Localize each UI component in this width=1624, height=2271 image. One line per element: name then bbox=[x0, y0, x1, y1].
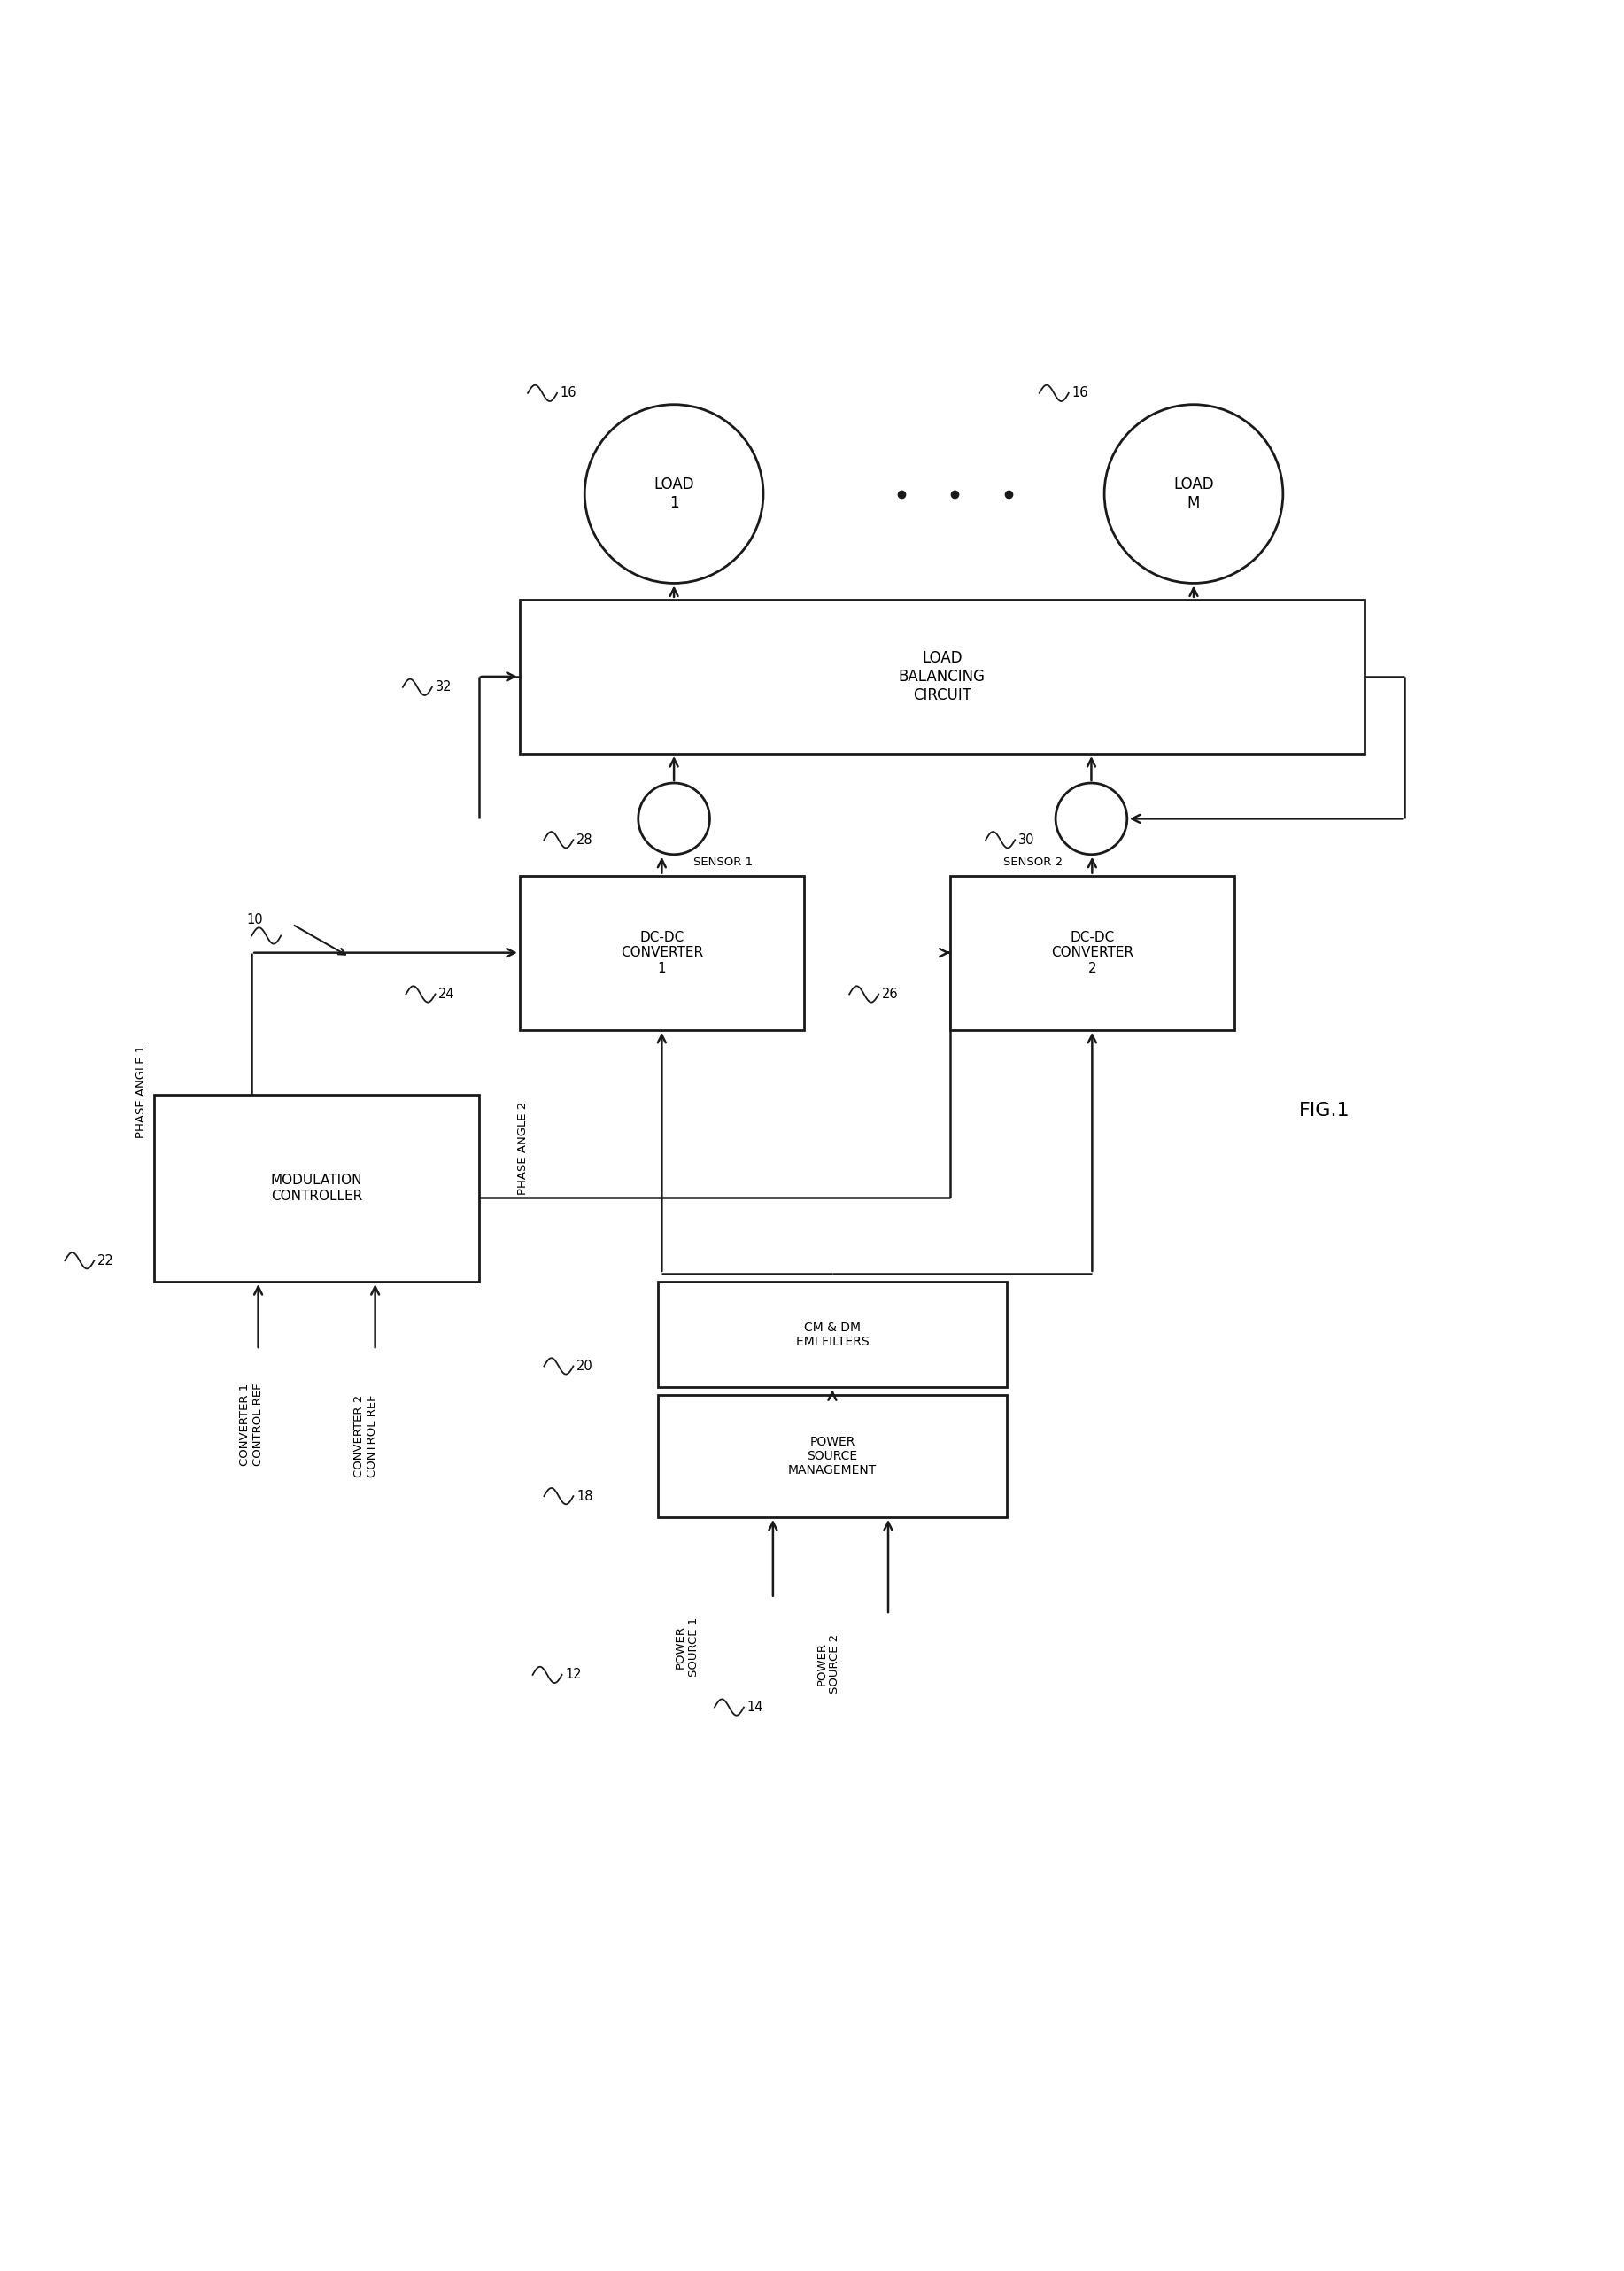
FancyBboxPatch shape bbox=[154, 1095, 479, 1281]
Text: DC-DC
CONVERTER
2: DC-DC CONVERTER 2 bbox=[1051, 931, 1134, 974]
Text: CONVERTER 1
CONTROL REF: CONVERTER 1 CONTROL REF bbox=[239, 1383, 265, 1467]
Text: 26: 26 bbox=[882, 988, 898, 1002]
Circle shape bbox=[1104, 404, 1283, 584]
FancyBboxPatch shape bbox=[658, 1281, 1007, 1388]
Text: FIG.1: FIG.1 bbox=[1299, 1101, 1350, 1120]
Text: LOAD
1: LOAD 1 bbox=[654, 477, 693, 511]
Text: MODULATION
CONTROLLER: MODULATION CONTROLLER bbox=[271, 1174, 362, 1204]
Text: 16: 16 bbox=[1072, 386, 1088, 400]
Text: POWER
SOURCE
MANAGEMENT: POWER SOURCE MANAGEMENT bbox=[788, 1435, 877, 1476]
Text: 28: 28 bbox=[577, 833, 593, 847]
Text: 18: 18 bbox=[577, 1490, 593, 1503]
FancyBboxPatch shape bbox=[658, 1394, 1007, 1517]
FancyBboxPatch shape bbox=[520, 600, 1364, 754]
Text: 12: 12 bbox=[565, 1669, 581, 1681]
Text: 16: 16 bbox=[560, 386, 577, 400]
FancyBboxPatch shape bbox=[950, 877, 1234, 1031]
Circle shape bbox=[585, 404, 763, 584]
Text: CONVERTER 2
CONTROL REF: CONVERTER 2 CONTROL REF bbox=[352, 1394, 378, 1478]
Text: 30: 30 bbox=[1018, 833, 1034, 847]
Text: 22: 22 bbox=[97, 1254, 114, 1267]
Text: 24: 24 bbox=[438, 988, 455, 1002]
Text: PHASE ANGLE 1: PHASE ANGLE 1 bbox=[135, 1045, 148, 1138]
Circle shape bbox=[638, 783, 710, 854]
Text: PHASE ANGLE 2: PHASE ANGLE 2 bbox=[516, 1101, 529, 1195]
Text: DC-DC
CONVERTER
1: DC-DC CONVERTER 1 bbox=[620, 931, 703, 974]
Text: POWER
SOURCE 1: POWER SOURCE 1 bbox=[674, 1617, 700, 1676]
Circle shape bbox=[1056, 783, 1127, 854]
Text: 10: 10 bbox=[247, 913, 263, 927]
Text: LOAD
BALANCING
CIRCUIT: LOAD BALANCING CIRCUIT bbox=[898, 650, 986, 704]
Text: 20: 20 bbox=[577, 1360, 593, 1372]
Text: LOAD
M: LOAD M bbox=[1174, 477, 1213, 511]
FancyBboxPatch shape bbox=[520, 877, 804, 1031]
Text: POWER
SOURCE 2: POWER SOURCE 2 bbox=[815, 1633, 841, 1694]
Text: 14: 14 bbox=[747, 1701, 763, 1715]
Text: CM & DM
EMI FILTERS: CM & DM EMI FILTERS bbox=[796, 1322, 869, 1349]
Text: SENSOR 2: SENSOR 2 bbox=[1004, 856, 1064, 868]
Text: SENSOR 1: SENSOR 1 bbox=[693, 856, 754, 868]
Text: 32: 32 bbox=[435, 681, 451, 695]
